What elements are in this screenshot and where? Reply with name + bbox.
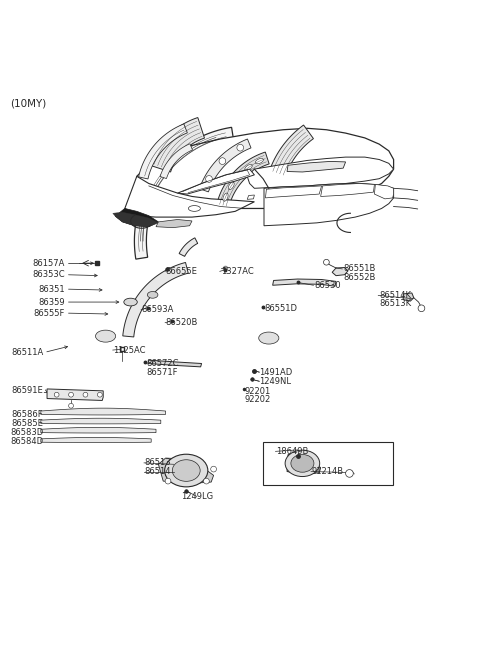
Text: 86514K: 86514K [379,291,411,300]
Ellipse shape [124,298,137,306]
Polygon shape [403,293,414,301]
Polygon shape [321,183,374,196]
Circle shape [69,392,73,397]
Ellipse shape [228,182,234,190]
Text: 92202: 92202 [245,396,271,405]
Text: 86583D: 86583D [10,428,43,437]
Ellipse shape [285,450,320,477]
Text: 1327AC: 1327AC [221,267,253,276]
Circle shape [83,392,88,397]
Bar [263,441,393,485]
Text: 86511A: 86511A [11,348,43,357]
Text: 86351: 86351 [38,285,65,293]
Text: 86591E: 86591E [12,386,43,396]
Polygon shape [123,263,188,337]
Text: 91214B: 91214B [311,467,343,476]
Circle shape [211,466,216,472]
Text: 86655E: 86655E [166,267,197,276]
Polygon shape [179,238,198,256]
Polygon shape [41,419,161,424]
Polygon shape [265,186,322,198]
Polygon shape [115,208,158,227]
Ellipse shape [236,172,242,179]
Text: 86572C: 86572C [146,359,179,368]
Polygon shape [264,183,394,226]
Text: 86571F: 86571F [146,367,178,377]
Ellipse shape [223,193,228,201]
Ellipse shape [255,159,264,164]
Circle shape [204,478,209,484]
Text: 86513: 86513 [144,458,170,468]
Text: 18649B: 18649B [276,447,308,456]
Text: 1249NL: 1249NL [259,377,291,386]
Polygon shape [374,185,394,199]
Ellipse shape [188,206,201,212]
Ellipse shape [96,330,116,342]
Polygon shape [41,427,156,433]
Text: 86513K: 86513K [379,299,411,309]
Polygon shape [332,267,348,276]
Polygon shape [269,125,313,178]
Text: 86157A: 86157A [33,259,65,268]
Text: 86551B: 86551B [343,265,375,273]
Text: 1125AC: 1125AC [113,346,145,354]
Text: 86520B: 86520B [166,318,198,328]
Polygon shape [199,139,251,192]
Polygon shape [273,279,336,286]
Ellipse shape [291,455,314,472]
Circle shape [54,392,59,397]
Text: 92201: 92201 [245,387,271,396]
Polygon shape [156,219,192,228]
Text: 86584D: 86584D [10,437,43,446]
Polygon shape [41,438,151,443]
Ellipse shape [259,332,279,344]
Polygon shape [158,458,214,483]
Polygon shape [137,128,394,208]
Polygon shape [287,453,321,474]
Text: 86514: 86514 [144,467,170,476]
Text: 86353C: 86353C [32,271,65,279]
Text: 1249LG: 1249LG [181,492,213,501]
Circle shape [324,259,329,265]
Polygon shape [216,152,269,208]
Circle shape [237,144,244,151]
Circle shape [165,478,171,484]
Text: 86555F: 86555F [34,309,65,318]
Text: (10MY): (10MY) [11,98,47,108]
Polygon shape [247,157,394,188]
Polygon shape [287,161,346,172]
Text: 86586F: 86586F [12,411,43,419]
Polygon shape [148,360,202,367]
Circle shape [97,392,102,397]
Polygon shape [178,169,254,194]
Text: 86551D: 86551D [264,304,297,313]
Text: 86593A: 86593A [142,305,174,314]
Polygon shape [41,408,166,415]
Ellipse shape [172,460,200,481]
Ellipse shape [147,291,158,298]
Polygon shape [113,212,158,227]
Polygon shape [139,124,187,179]
Text: 1491AD: 1491AD [259,367,292,377]
Text: 86552B: 86552B [343,273,375,282]
Text: 86585E: 86585E [12,419,43,428]
Text: 86530: 86530 [314,281,341,290]
Text: 86359: 86359 [38,297,65,307]
Polygon shape [47,389,103,400]
Ellipse shape [165,454,208,487]
Polygon shape [125,176,254,217]
Circle shape [418,305,425,312]
Polygon shape [247,195,254,199]
Circle shape [346,470,353,477]
Circle shape [205,176,212,182]
Polygon shape [160,143,192,179]
Polygon shape [150,117,204,172]
Circle shape [219,158,226,164]
Polygon shape [134,127,233,259]
Ellipse shape [245,164,252,170]
Circle shape [69,403,73,408]
